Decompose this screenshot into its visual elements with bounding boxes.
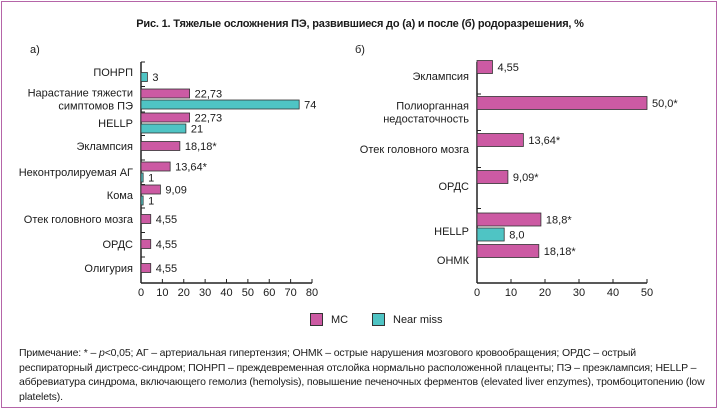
category-label-полиорганная-недостаточность: Полиорганная	[396, 101, 469, 113]
data-label-mc-hellp: 22,73	[195, 113, 223, 125]
legend-swatch-mc	[310, 313, 323, 326]
data-label-mc-hellp: 18,8*	[546, 215, 572, 227]
x-tick-label-30: 30	[573, 287, 585, 299]
bar-mc-эклампсия	[140, 141, 181, 151]
x-tick-label-20: 20	[539, 287, 551, 299]
data-label-mc-кома: 9,09	[165, 185, 186, 197]
data-label-mc-онмк: 18,18*	[544, 246, 577, 258]
footnote-prefix: Примечание: * –	[19, 347, 99, 359]
legend-item-near-miss: Near miss	[372, 313, 443, 326]
x-tick-label-0: 0	[138, 287, 144, 299]
data-label-near-miss-кома: 1	[148, 196, 154, 208]
category-label-неконтролируемая-аг: Неконтролируемая АГ	[19, 167, 133, 179]
x-tick-label-10: 10	[156, 287, 168, 299]
data-label-mc-эклампсия: 18,18*	[185, 141, 218, 153]
bar-mc-отек-головного-мозга	[476, 133, 524, 147]
bar-near-miss-hellp	[476, 227, 505, 242]
category-label-отек-головного-мозга: Отек головного мозга	[24, 214, 134, 226]
category-label-эклампсия: Эклампсия	[77, 141, 134, 153]
data-label-mc-ордс: 9,09*	[513, 172, 539, 184]
category-label-hellp: HELLP	[434, 226, 469, 238]
panel-label-a: а)	[30, 44, 40, 56]
data-label-mc-неконтролируемая-аг: 13,64*	[175, 162, 208, 174]
category-label-ордс: ОРДС	[102, 239, 133, 251]
bar-near-miss-кома	[140, 195, 144, 206]
category-label-полиорганная-недостаточность: недостаточность	[383, 114, 469, 126]
category-label-hellp: HELLP	[98, 118, 133, 130]
data-label-near-miss-неконтролируемая-аг: 1	[148, 173, 154, 185]
bar-mc-эклампсия	[476, 60, 493, 74]
bar-near-miss-неконтролируемая-аг	[140, 172, 144, 183]
category-label-кома: Кома	[107, 190, 134, 202]
bar-mc-онмк	[476, 244, 540, 258]
category-label-нарастание-тяжести-симптомов-пэ: симптомов ПЭ	[58, 101, 133, 113]
data-label-mc-олигурия: 4,55	[156, 263, 177, 275]
bar-mc-hellp	[476, 212, 542, 227]
data-label-mc-эклампсия: 4,55	[497, 62, 518, 74]
bar-mc-нарастание-тяжести-симптомов-пэ	[140, 88, 190, 99]
data-label-near-miss-нарастание-тяжести-симптомов-пэ: 74	[304, 100, 316, 112]
bar-mc-ордс	[476, 170, 509, 184]
x-tick-label-40: 40	[607, 287, 619, 299]
data-label-near-miss-понрп: 3	[152, 72, 158, 84]
bar-near-miss-понрп	[140, 72, 148, 82]
footnote-p: p	[98, 347, 105, 359]
category-label-онмк: ОНМК	[437, 255, 470, 267]
legend: МС Near miss	[0, 313, 720, 329]
footnote: Примечание: * – p<0,05; АГ – артериальна…	[19, 346, 709, 404]
bar-mc-неконтролируемая-аг	[140, 161, 171, 172]
category-label-эклампсия: Эклампсия	[413, 71, 470, 83]
x-tick-label-60: 60	[263, 287, 275, 299]
data-label-mc-ордс: 4,55	[156, 239, 177, 251]
data-label-mc-отек-головного-мозга: 13,64*	[528, 135, 561, 147]
bar-near-miss-нарастание-тяжести-симптомов-пэ	[140, 99, 300, 110]
legend-label-mc: МС	[331, 313, 349, 326]
x-tick-label-70: 70	[285, 287, 297, 299]
x-tick-label-30: 30	[199, 287, 211, 299]
legend-label-near-miss: Near miss	[393, 313, 443, 326]
category-label-понрп: ПОНРП	[93, 67, 133, 79]
figure-title: Рис. 1. Тяжелые осложнения ПЭ, развившие…	[136, 18, 584, 30]
data-label-near-miss-hellp: 8,0	[509, 230, 524, 242]
data-label-mc-полиорганная-недостаточность: 50,0*	[652, 98, 678, 110]
data-label-mc-нарастание-тяжести-симптомов-пэ: 22,73	[195, 89, 223, 101]
x-tick-label-10: 10	[505, 287, 517, 299]
legend-item-mc: МС	[310, 313, 348, 326]
bar-mc-отек-головного-мозга	[140, 214, 152, 224]
bar-mc-кома	[140, 184, 161, 195]
bar-mc-олигурия	[140, 263, 152, 273]
panel-label-b: б)	[355, 44, 365, 56]
x-tick-label-0: 0	[474, 287, 480, 299]
legend-swatch-near-miss	[372, 313, 385, 326]
data-label-mc-отек-головного-мозга: 4,55	[156, 214, 177, 226]
footnote-text: <0,05; АГ – артериальная гипертензия; ОН…	[19, 347, 705, 403]
category-label-нарастание-тяжести-симптомов-пэ: Нарастание тяжести	[28, 88, 133, 100]
bar-mc-полиорганная-недостаточность	[476, 96, 648, 110]
category-label-ордс: ОРДС	[438, 181, 469, 193]
category-label-олигурия: Олигурия	[84, 263, 133, 275]
bar-mc-ордс	[140, 239, 152, 249]
bar-near-miss-hellp	[140, 123, 187, 134]
x-tick-label-80: 80	[306, 287, 318, 299]
x-tick-label-40: 40	[220, 287, 232, 299]
data-label-near-miss-hellp: 21	[191, 124, 203, 136]
bar-mc-hellp	[140, 112, 190, 123]
category-label-отек-головного-мозга: Отек головного мозга	[360, 144, 470, 156]
x-tick-label-20: 20	[178, 287, 190, 299]
x-tick-label-50: 50	[641, 287, 653, 299]
x-tick-label-50: 50	[242, 287, 254, 299]
